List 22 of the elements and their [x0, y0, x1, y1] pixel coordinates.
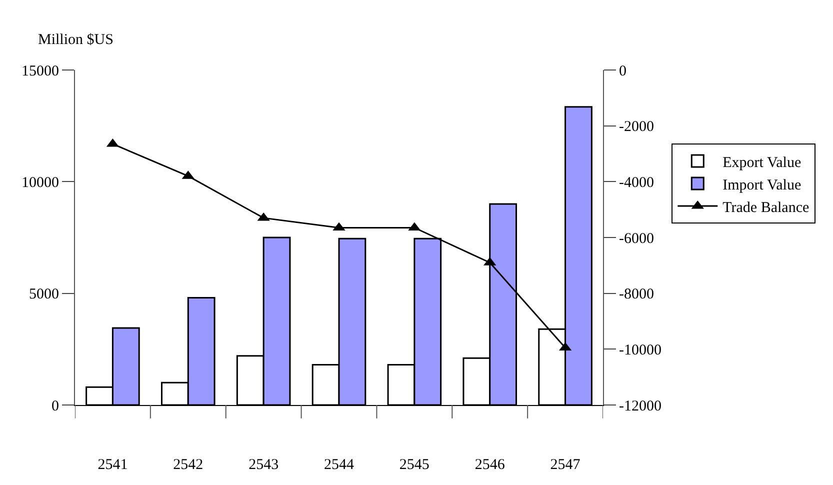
y-tick-label: 10000 — [22, 174, 59, 191]
x-tick-label: 2546 — [474, 457, 506, 473]
y2-tick-label: -8000 — [619, 286, 654, 303]
y2-tick-label: -4000 — [619, 174, 654, 191]
x-tick-label: 2541 — [98, 457, 128, 473]
y2-tick-label: -2000 — [619, 119, 654, 136]
x-tick-label: 2545 — [399, 457, 430, 473]
y2-tick-label: -10000 — [619, 342, 662, 358]
y2-tick-label: 0 — [619, 63, 626, 80]
legend-label: Export Value — [722, 154, 802, 171]
y-tick-label: 15000 — [22, 63, 59, 80]
y-axis-title: Million $US — [38, 32, 114, 48]
x-tick-label: 2543 — [248, 457, 279, 473]
y2-tick-label: -12000 — [619, 398, 662, 414]
y2-tick-label: -6000 — [619, 230, 654, 247]
x-tick-label: 2542 — [173, 457, 204, 473]
y-tick-label: 5000 — [29, 286, 59, 303]
x-tick-label: 2544 — [324, 457, 354, 473]
legend-label: Import Value — [722, 177, 802, 194]
x-tick-label: 2547 — [550, 457, 581, 473]
legend-label: Trade Balance — [722, 200, 810, 216]
y-tick-label: 0 — [52, 398, 59, 414]
